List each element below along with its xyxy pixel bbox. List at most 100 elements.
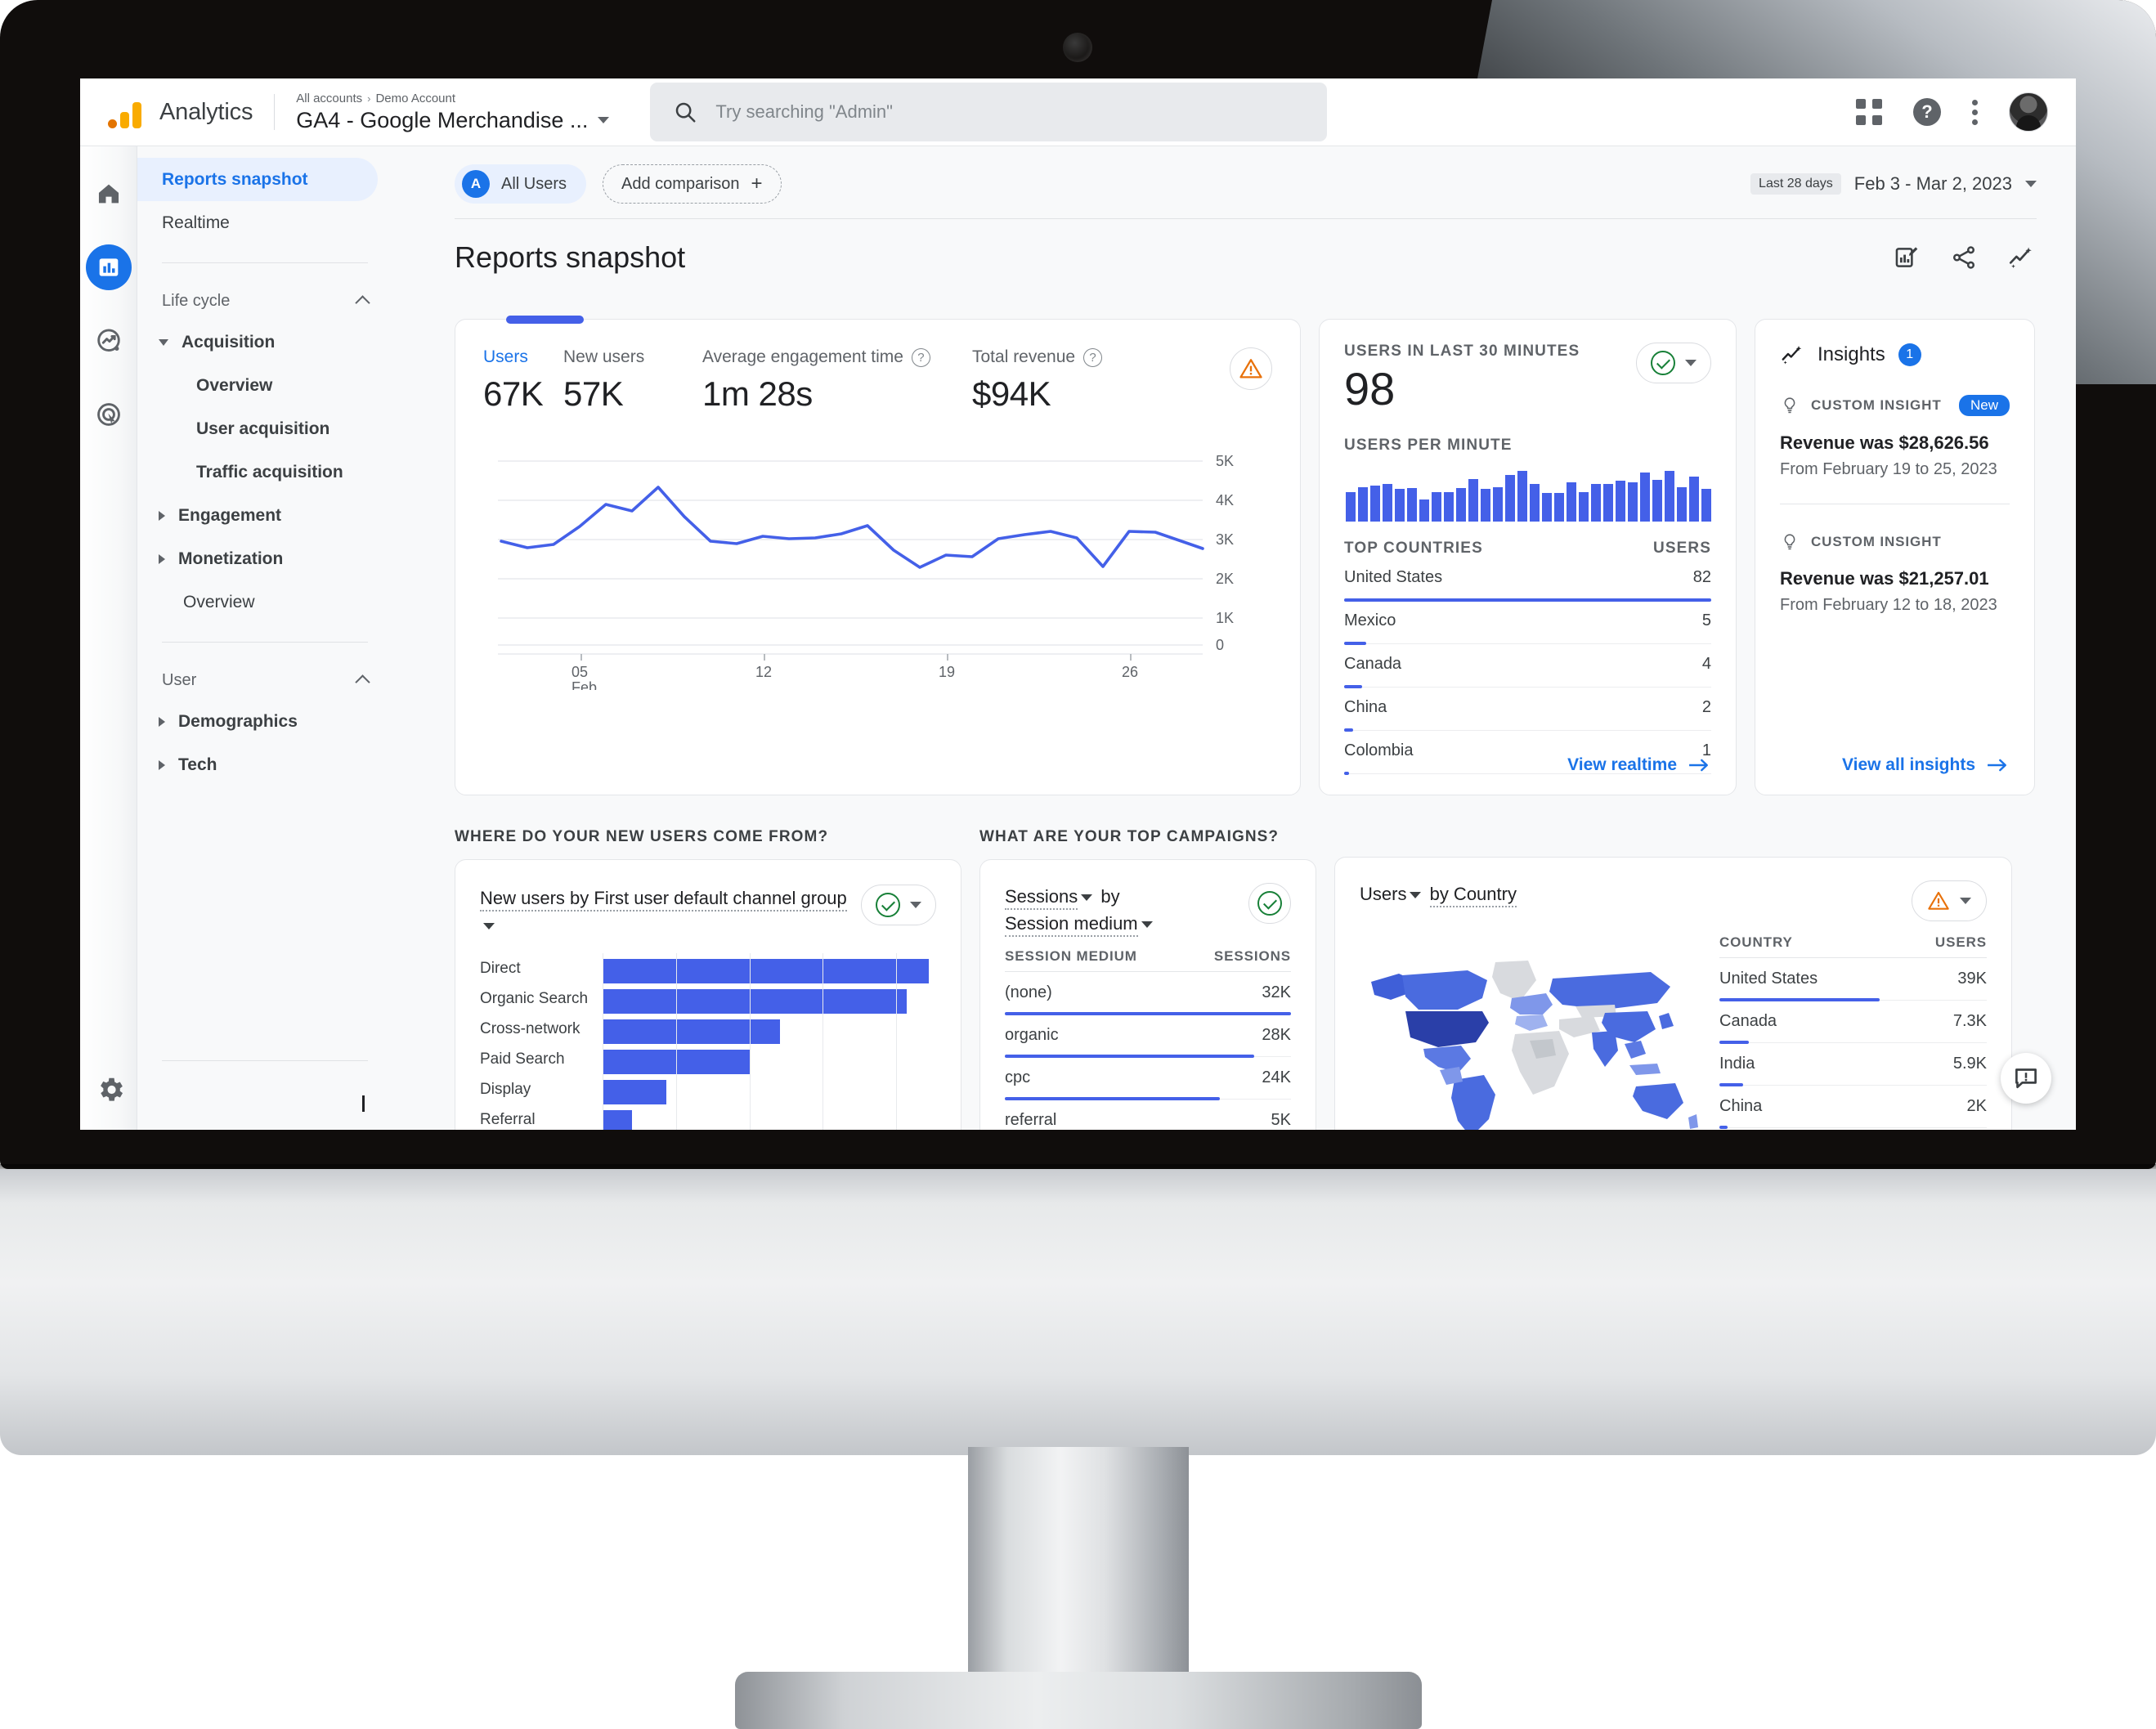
bar[interactable] xyxy=(603,1019,781,1044)
table-row[interactable]: referral 5K xyxy=(1005,1100,1291,1130)
help-icon[interactable]: ? xyxy=(1913,98,1941,126)
table-row[interactable]: Canada 7.3K xyxy=(1719,1001,1987,1044)
share-icon[interactable] xyxy=(1950,244,1978,271)
sidebar-item-traffic-acquisition[interactable]: Traffic acquisition xyxy=(137,450,396,494)
rail-item-home[interactable] xyxy=(86,171,132,217)
row-bar xyxy=(1005,1097,1220,1100)
insight-item[interactable]: CUSTOM INSIGHT New Revenue was $28,626.5… xyxy=(1780,395,2010,479)
table-row[interactable]: Japan1.1K xyxy=(1719,1128,1987,1130)
row-country: United States xyxy=(1344,568,1443,586)
insights-header: Insights 1 xyxy=(1780,343,2010,367)
sidebar-section-user[interactable]: User xyxy=(137,661,396,700)
customize-report-icon[interactable] xyxy=(1893,244,1921,271)
metric-and-dimension-selector[interactable]: Users by Country xyxy=(1360,880,1517,907)
table-row[interactable]: (none) 32K xyxy=(1005,972,1291,1015)
bar[interactable] xyxy=(603,989,907,1014)
row-medium: referral xyxy=(1005,1111,1057,1129)
data-quality-ok-button[interactable] xyxy=(861,885,936,925)
sidebar-group-monetization[interactable]: Monetization xyxy=(137,537,396,580)
chevron-down-icon xyxy=(1410,892,1422,899)
table-row[interactable]: China 2K xyxy=(1719,1086,1987,1129)
sidebar-item-lifecycle-overview[interactable]: Overview xyxy=(137,580,396,624)
collapse-sidebar-button[interactable] xyxy=(362,1095,365,1112)
chevron-down-icon xyxy=(910,902,921,908)
row-bar xyxy=(1344,598,1711,602)
sidebar-group-demographics[interactable]: Demographics xyxy=(137,700,396,743)
segment-chip-all-users[interactable]: A All Users xyxy=(455,164,587,204)
sidebar-group-label: Engagement xyxy=(178,505,282,525)
table-row[interactable]: United States 82 xyxy=(1344,558,1711,602)
table-row[interactable]: organic 28K xyxy=(1005,1015,1291,1058)
new-users-by-channel-card: New users by First user default channel … xyxy=(455,859,961,1130)
svg-text:1K: 1K xyxy=(1216,610,1234,626)
apps-grid-icon[interactable] xyxy=(1856,99,1882,125)
bar[interactable] xyxy=(603,1110,633,1130)
metric-users[interactable]: Users 67K xyxy=(483,347,563,414)
data-quality-ok-button[interactable] xyxy=(1636,343,1711,383)
bar[interactable] xyxy=(603,1080,666,1104)
sidebar-group-acquisition[interactable]: Acquisition xyxy=(137,320,396,364)
top-campaigns-card: Sessions by Session medium SESSION MEDIU… xyxy=(979,859,1316,1130)
table-row[interactable]: Mexico 5 xyxy=(1344,601,1711,645)
search-input[interactable] xyxy=(715,101,1305,123)
rail-item-explore[interactable] xyxy=(86,318,132,364)
data-quality-warning-button[interactable] xyxy=(1912,880,1987,921)
metric-value: 67K xyxy=(483,374,544,413)
sidebar-item-realtime[interactable]: Realtime xyxy=(137,201,378,244)
metric-total-revenue[interactable]: Total revenue ? $94K xyxy=(972,347,1160,414)
table-row[interactable]: Canada 4 xyxy=(1344,644,1711,688)
metric-avg-engagement-time[interactable]: Average engagement time ? 1m 28s xyxy=(702,347,972,414)
metric-value: $94K xyxy=(972,374,1051,413)
breadcrumb-root[interactable]: All accounts xyxy=(296,91,363,105)
metric-label: New users xyxy=(563,347,645,366)
property-row[interactable]: GA4 - Google Merchandise ... xyxy=(296,108,610,133)
feedback-button[interactable] xyxy=(2001,1053,2051,1104)
metric-new-users[interactable]: New users 57K xyxy=(563,347,702,414)
world-choropleth-map[interactable] xyxy=(1360,934,1703,1130)
campaigns-table-header: SESSION MEDIUM SESSIONS xyxy=(1005,948,1291,972)
row-users: 1 xyxy=(1701,741,1711,759)
table-row[interactable]: United States 39K xyxy=(1719,958,1987,1001)
insights-card: Insights 1 CUSTOM INSIGHT xyxy=(1755,319,2035,795)
sidebar-group-tech[interactable]: Tech xyxy=(137,743,396,786)
svg-text:4K: 4K xyxy=(1216,492,1234,508)
home-icon xyxy=(98,184,119,204)
avatar[interactable] xyxy=(2009,92,2048,132)
data-quality-warning-button[interactable] xyxy=(1230,347,1272,390)
help-icon[interactable]: ? xyxy=(911,347,930,367)
date-range-picker[interactable]: Last 28 days Feb 3 - Mar 2, 2023 xyxy=(1750,173,2037,195)
bar[interactable] xyxy=(603,959,930,983)
sidebar-item-overview[interactable]: Overview xyxy=(137,364,396,407)
view-realtime-link[interactable]: View realtime xyxy=(1567,755,1710,775)
data-quality-ok-button[interactable] xyxy=(1248,883,1291,924)
breadcrumb: All accounts › Demo Account xyxy=(296,92,609,105)
search-bar[interactable] xyxy=(650,83,1328,141)
table-row[interactable]: cpc 24K xyxy=(1005,1057,1291,1100)
insight-item[interactable]: CUSTOM INSIGHT Revenue was $21,257.01 Fr… xyxy=(1780,532,2010,615)
table-row[interactable]: India 5.9K xyxy=(1719,1043,1987,1086)
plus-icon: + xyxy=(751,172,763,195)
sidebar-group-engagement[interactable]: Engagement xyxy=(137,494,396,537)
breadcrumb-account[interactable]: Demo Account xyxy=(375,91,456,105)
help-icon[interactable]: ? xyxy=(1083,347,1103,367)
sidebar-section-life-cycle[interactable]: Life cycle xyxy=(137,281,396,320)
chevron-right-icon xyxy=(159,759,165,770)
metric-and-dimension-selector[interactable]: Sessions by Session medium xyxy=(1005,883,1156,937)
sidebar-item-reports-snapshot[interactable]: Reports snapshot xyxy=(137,158,378,201)
sidebar-item-user-acquisition[interactable]: User acquisition xyxy=(137,407,396,450)
row-bar xyxy=(1344,728,1353,732)
more-vert-icon[interactable] xyxy=(1972,99,1978,125)
sidebar-group-label: Monetization xyxy=(178,549,284,568)
rail-item-reports[interactable] xyxy=(85,244,132,290)
view-all-insights-link[interactable]: View all insights xyxy=(1842,755,2008,775)
table-row[interactable]: Colombia 1 xyxy=(1344,731,1711,775)
chevron-right-icon xyxy=(159,510,165,521)
gear-icon[interactable] xyxy=(95,1074,126,1105)
rail-item-advertising[interactable] xyxy=(86,392,132,437)
table-row[interactable]: China 2 xyxy=(1344,688,1711,732)
account-selector[interactable]: All accounts › Demo Account GA4 - Google… xyxy=(296,92,610,133)
add-comparison-button[interactable]: Add comparison + xyxy=(603,164,782,204)
date-range-label: Feb 3 - Mar 2, 2023 xyxy=(1853,173,2012,194)
dimension-selector[interactable]: New users by First user default channel … xyxy=(480,885,861,938)
insights-icon[interactable] xyxy=(2007,244,2035,271)
